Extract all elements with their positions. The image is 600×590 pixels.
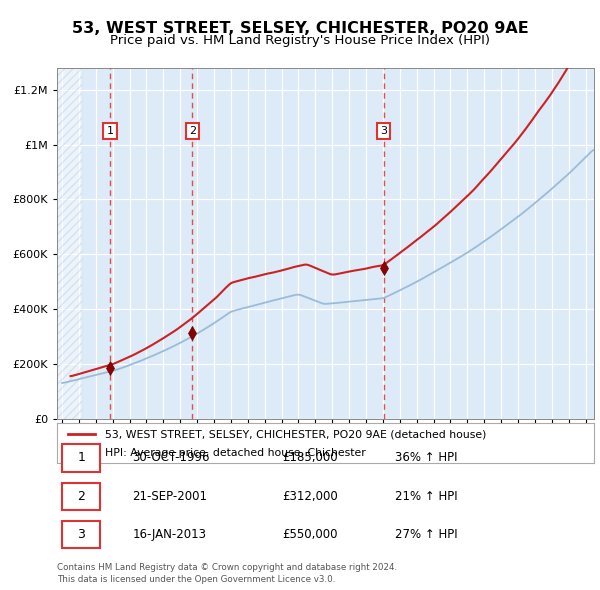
Text: £185,000: £185,000 bbox=[283, 451, 338, 464]
Text: Price paid vs. HM Land Registry's House Price Index (HPI): Price paid vs. HM Land Registry's House … bbox=[110, 34, 490, 47]
Text: 30-OCT-1996: 30-OCT-1996 bbox=[132, 451, 209, 464]
Text: 1: 1 bbox=[106, 126, 113, 136]
Text: £312,000: £312,000 bbox=[283, 490, 338, 503]
FancyBboxPatch shape bbox=[62, 444, 100, 471]
FancyBboxPatch shape bbox=[62, 483, 100, 510]
Bar bbox=[57, 68, 82, 419]
Text: 1: 1 bbox=[77, 451, 85, 464]
Text: 21-SEP-2001: 21-SEP-2001 bbox=[132, 490, 207, 503]
Text: 2: 2 bbox=[77, 490, 85, 503]
Text: 21% ↑ HPI: 21% ↑ HPI bbox=[395, 490, 458, 503]
FancyBboxPatch shape bbox=[62, 521, 100, 548]
Text: Contains HM Land Registry data © Crown copyright and database right 2024.
This d: Contains HM Land Registry data © Crown c… bbox=[57, 563, 397, 584]
Text: 36% ↑ HPI: 36% ↑ HPI bbox=[395, 451, 458, 464]
Text: 16-JAN-2013: 16-JAN-2013 bbox=[132, 528, 206, 541]
Text: 27% ↑ HPI: 27% ↑ HPI bbox=[395, 528, 458, 541]
Text: 3: 3 bbox=[380, 126, 387, 136]
Text: £550,000: £550,000 bbox=[283, 528, 338, 541]
Text: 2: 2 bbox=[189, 126, 196, 136]
Text: 3: 3 bbox=[77, 528, 85, 541]
Text: 53, WEST STREET, SELSEY, CHICHESTER, PO20 9AE (detached house): 53, WEST STREET, SELSEY, CHICHESTER, PO2… bbox=[106, 430, 487, 440]
Text: HPI: Average price, detached house, Chichester: HPI: Average price, detached house, Chic… bbox=[106, 448, 366, 458]
Text: 53, WEST STREET, SELSEY, CHICHESTER, PO20 9AE: 53, WEST STREET, SELSEY, CHICHESTER, PO2… bbox=[71, 21, 529, 35]
